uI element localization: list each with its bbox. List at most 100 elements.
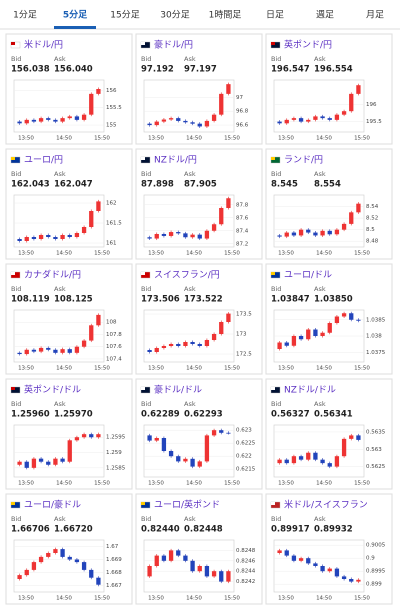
candle bbox=[168, 550, 174, 561]
candle bbox=[190, 234, 195, 238]
plot-area bbox=[273, 194, 365, 248]
candle bbox=[356, 85, 361, 94]
tab[interactable]: 週足 bbox=[316, 10, 334, 21]
pair-title[interactable]: カナダドル/円 bbox=[24, 269, 81, 281]
pair-title[interactable]: 英ポンド/円 bbox=[284, 39, 332, 51]
plot-area bbox=[143, 79, 235, 133]
candle bbox=[313, 329, 318, 336]
candle bbox=[46, 553, 51, 557]
bid-label: Bid bbox=[11, 170, 21, 178]
pair-title[interactable]: NZドル/ドル bbox=[284, 386, 336, 396]
candle bbox=[147, 435, 152, 441]
candle bbox=[204, 435, 210, 462]
candle bbox=[183, 458, 188, 462]
pair-title[interactable]: ユーロ/英ポンド bbox=[154, 499, 220, 511]
x-tick-label: 14:50 bbox=[56, 136, 72, 142]
candle bbox=[277, 342, 282, 349]
candle bbox=[74, 437, 80, 441]
candle bbox=[60, 458, 65, 462]
candle bbox=[183, 233, 188, 238]
candle bbox=[204, 230, 210, 239]
pair-title[interactable]: 豪ドル/円 bbox=[154, 39, 193, 51]
ask-value: 97.197 bbox=[184, 65, 217, 75]
bid-value: 196.547 bbox=[271, 65, 310, 75]
tab[interactable]: 15分足 bbox=[110, 10, 139, 21]
tab[interactable]: 5分足 bbox=[63, 9, 88, 21]
candle bbox=[334, 568, 340, 577]
x-tick-label: 14:50 bbox=[316, 136, 332, 142]
tab-underline bbox=[54, 26, 96, 29]
y-tick-label: 108 bbox=[106, 320, 117, 326]
pair-title[interactable]: NZドル/円 bbox=[154, 155, 197, 166]
candle bbox=[24, 119, 29, 124]
candle bbox=[67, 556, 72, 560]
x-tick-label: 14:50 bbox=[56, 481, 72, 487]
y-tick-label: 1.668 bbox=[106, 570, 122, 576]
pair-title[interactable]: 豪ドル/ドル bbox=[154, 384, 202, 396]
y-tick-label: 156 bbox=[106, 88, 117, 94]
candle bbox=[154, 438, 159, 441]
pair-title[interactable]: スイスフラン/円 bbox=[154, 270, 220, 281]
x-tick-label: 13:50 bbox=[278, 366, 294, 372]
bid-value: 1.03847 bbox=[271, 295, 310, 305]
plot-area bbox=[273, 424, 365, 478]
candle bbox=[298, 229, 304, 236]
x-tick-label: 15:50 bbox=[354, 251, 370, 257]
ask-label: Ask bbox=[54, 515, 66, 523]
candle bbox=[211, 430, 217, 436]
candle bbox=[67, 235, 72, 237]
candle bbox=[74, 233, 80, 237]
bid-label: Bid bbox=[11, 400, 21, 408]
candle bbox=[147, 350, 152, 352]
candle bbox=[31, 458, 37, 468]
y-tick-label: 8.54 bbox=[366, 204, 379, 210]
candle bbox=[190, 560, 195, 572]
candle bbox=[183, 555, 188, 561]
candle bbox=[334, 316, 340, 323]
ask-label: Ask bbox=[54, 170, 66, 178]
flag-mark bbox=[141, 272, 145, 275]
candle bbox=[356, 435, 361, 440]
y-tick-label: 1.0385 bbox=[366, 317, 386, 323]
tab[interactable]: 1時間足 bbox=[209, 10, 242, 21]
candle bbox=[341, 438, 347, 457]
candle bbox=[226, 313, 231, 322]
x-tick-label: 14:50 bbox=[316, 481, 332, 487]
bid-value: 87.898 bbox=[141, 180, 174, 190]
pair-title[interactable]: ユーロ/豪ドル bbox=[24, 499, 81, 511]
pair-title[interactable]: 米ドル/円 bbox=[24, 39, 63, 51]
y-tick-label: 0.8244 bbox=[236, 569, 256, 575]
x-tick-label: 14:50 bbox=[186, 136, 202, 142]
candle bbox=[176, 550, 181, 556]
tab[interactable]: 1分足 bbox=[13, 10, 37, 21]
pair-title[interactable]: 米ドル/スイスフラン bbox=[284, 499, 368, 511]
bid-label: Bid bbox=[271, 285, 281, 293]
tab[interactable]: 月足 bbox=[366, 10, 384, 21]
candle bbox=[313, 563, 318, 566]
x-tick-label: 13:50 bbox=[148, 596, 164, 602]
ask-value: 156.040 bbox=[54, 65, 93, 75]
candle bbox=[31, 237, 37, 239]
tab[interactable]: 日足 bbox=[266, 10, 284, 21]
tab[interactable]: 30分足 bbox=[160, 10, 189, 21]
candle bbox=[161, 346, 167, 348]
candle bbox=[81, 562, 87, 570]
candle bbox=[327, 323, 332, 333]
ask-label: Ask bbox=[314, 515, 326, 523]
pair-title[interactable]: ランド/円 bbox=[284, 155, 323, 166]
ask-value: 87.905 bbox=[184, 180, 217, 190]
y-tick-label: 173.5 bbox=[236, 312, 252, 318]
x-tick-label: 15:50 bbox=[94, 481, 110, 487]
plot-area bbox=[13, 194, 105, 248]
candle bbox=[320, 116, 325, 119]
x-tick-label: 14:50 bbox=[186, 596, 202, 602]
pair-title[interactable]: ユーロ/ドル bbox=[284, 271, 332, 281]
x-tick-label: 13:50 bbox=[148, 366, 164, 372]
y-tick-label: 0.899 bbox=[366, 582, 382, 588]
candle bbox=[327, 230, 332, 235]
pair-title[interactable]: ユーロ/円 bbox=[24, 155, 63, 166]
pair-title[interactable]: 英ポンド/ドル bbox=[24, 384, 81, 396]
candle bbox=[89, 325, 94, 341]
x-tick-label: 14:50 bbox=[56, 251, 72, 257]
x-tick-label: 15:50 bbox=[224, 366, 240, 372]
